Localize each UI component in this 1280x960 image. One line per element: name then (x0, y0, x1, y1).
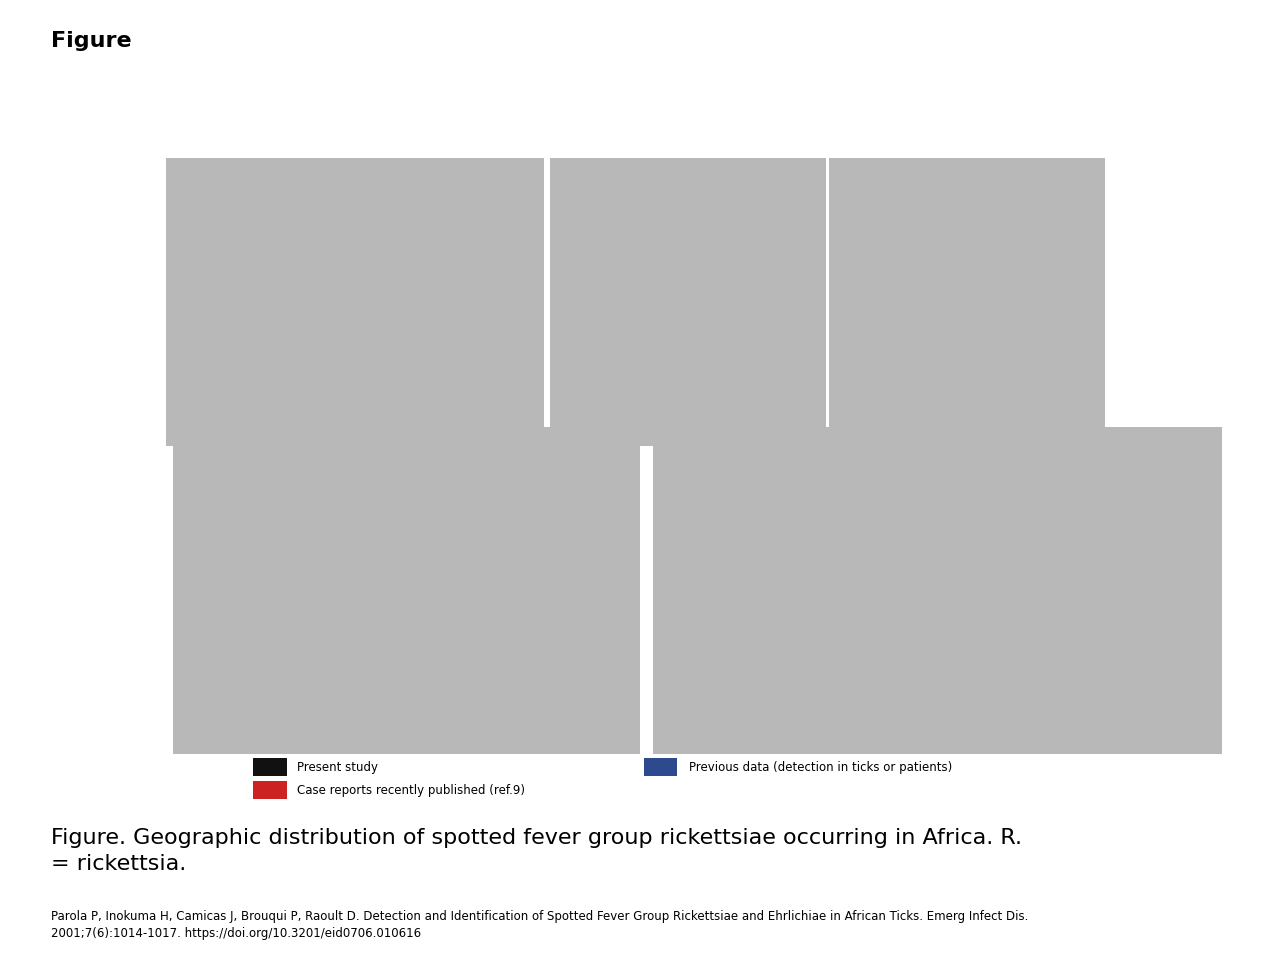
Bar (253, 781, 287, 799)
Text: Previous data (detection in ticks or patients): Previous data (detection in ticks or pat… (689, 760, 952, 774)
Bar (644, 758, 677, 776)
Text: R. africae: R. africae (417, 583, 466, 592)
Bar (253, 758, 287, 776)
Text: Parola P, Inokuma H, Camicas J, Brouqui P, Raoult D. Detection and Identificatio: Parola P, Inokuma H, Camicas J, Brouqui … (51, 910, 1029, 940)
Text: Figure: Figure (51, 31, 132, 51)
Text: Case reports recently published (ref.9): Case reports recently published (ref.9) (297, 783, 525, 797)
Text: R. aeschlimanii: R. aeschlimanii (677, 324, 756, 334)
Text: Figure. Geographic distribution of spotted fever group rickettsiae occurring in : Figure. Geographic distribution of spott… (51, 828, 1023, 874)
Text: R. massiliae: R. massiliae (993, 360, 1055, 370)
Text: R. conorii: R. conorii (951, 516, 1000, 525)
Text: Present study: Present study (297, 760, 378, 774)
Text: R. mongolotimonae: R. mongolotimonae (339, 324, 442, 334)
